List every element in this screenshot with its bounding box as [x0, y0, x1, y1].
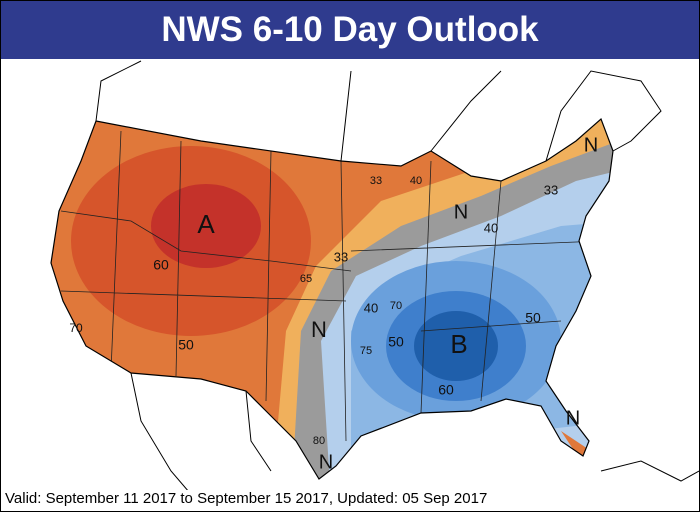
map-label: 50: [525, 310, 541, 326]
map-label: 70: [69, 321, 83, 335]
canada-mexico-outline: [95, 60, 699, 507]
validity-footer: Valid: September 11 2017 to September 15…: [5, 490, 488, 507]
map-label: 40: [484, 220, 498, 235]
map-label: 50: [388, 334, 404, 350]
us-outline: [50, 117, 614, 480]
map-label: B: [450, 329, 467, 359]
map-label: N: [584, 134, 598, 156]
map-label: 33: [544, 182, 558, 197]
map-label: 75: [360, 345, 372, 357]
map-label: 50: [178, 337, 194, 353]
map-labels: A B N N N N N 60 50 70 65 33 33 33 40 40 70 50 75 50 60 80 40: [69, 134, 598, 473]
map-label: 70: [390, 300, 402, 312]
map-label: N: [311, 317, 327, 342]
title-bar: NWS 6-10 Day Outlook: [1, 1, 699, 59]
map-label: 60: [438, 382, 454, 398]
map-label: 65: [300, 273, 312, 285]
map: A B N N N N N 60 50 70 65 33 33 33 40 40 70 50 75 50 60 80 40: [50, 60, 699, 507]
outlook-shading: [51, 119, 613, 479]
map-label: 33: [370, 175, 382, 187]
map-label: N: [454, 201, 468, 223]
map-label: 40: [364, 300, 378, 315]
map-label: 80: [313, 435, 325, 447]
map-label: 40: [410, 175, 422, 187]
map-label: N: [319, 451, 333, 473]
map-label: N: [566, 407, 580, 429]
state-lines: [60, 130, 602, 442]
map-label: 60: [153, 257, 169, 273]
map-label: 33: [334, 249, 348, 264]
map-label: A: [197, 209, 215, 239]
